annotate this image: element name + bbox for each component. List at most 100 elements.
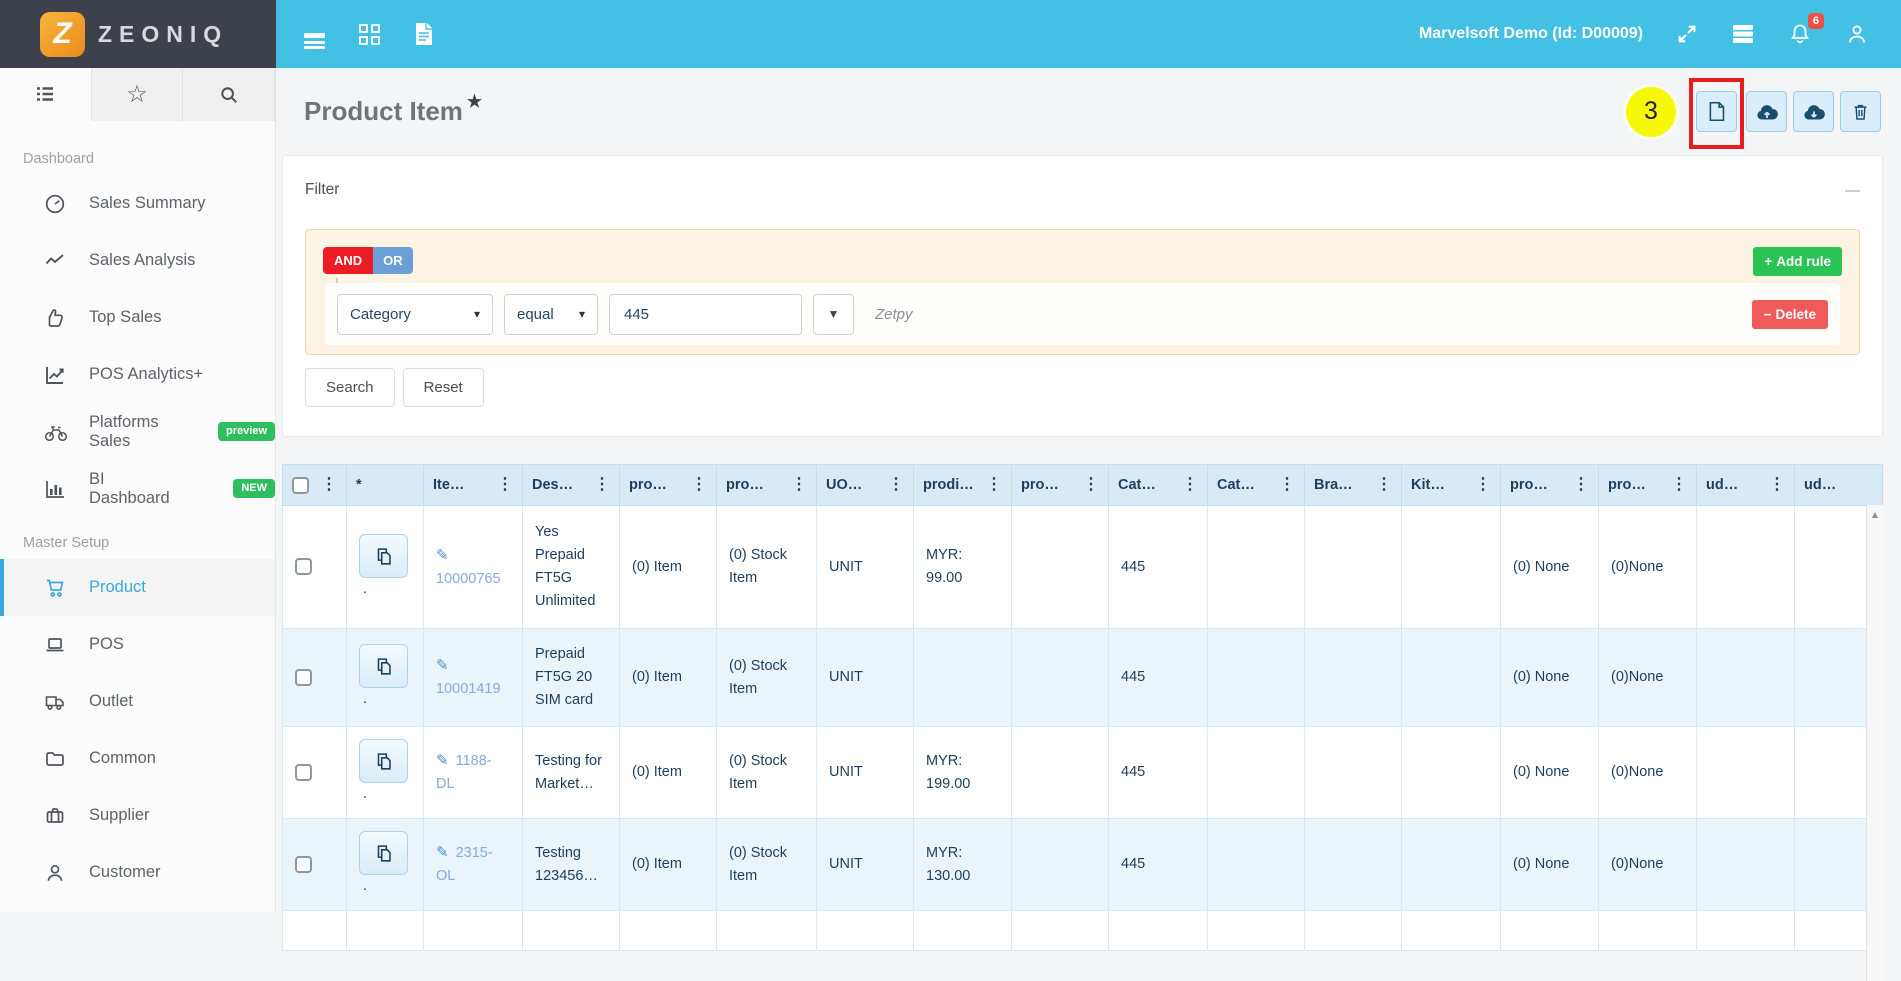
sidebar-item-sales-summary[interactable]: Sales Summary <box>0 175 275 232</box>
bicycle-icon <box>43 420 68 444</box>
column-menu-icon[interactable]: ⋮ <box>1376 476 1392 493</box>
tab-favorites[interactable]: ☆ <box>92 68 184 121</box>
collapse-panel-icon[interactable]: — <box>1845 181 1860 199</box>
apps-menu-button[interactable] <box>359 23 380 45</box>
sidebar-item-label: POS <box>89 635 124 653</box>
column-header: Cat… <box>1217 477 1255 493</box>
column-menu-icon[interactable]: ⋮ <box>791 476 807 493</box>
row-checkbox[interactable] <box>295 855 312 873</box>
duplicate-item-button[interactable] <box>359 739 408 783</box>
folder-icon <box>43 747 68 771</box>
sidebar-item-label: Outlet <box>89 692 134 710</box>
workspace: ☆ Dashboard Sales Summary <box>0 68 1901 981</box>
column-menu-icon[interactable]: ⋮ <box>1279 476 1295 493</box>
rule-value-input[interactable] <box>609 293 802 335</box>
annotation-step-circle: 3 <box>1626 86 1676 137</box>
document-shortcut-button[interactable] <box>414 22 434 46</box>
trend-line-icon <box>43 249 68 273</box>
product-item-table: ⋮ * Ite… ⋮ Des… ⋮ pro… ⋮ pro… ⋮ UO… ⋮ prodi… ⋮… <box>282 464 1883 981</box>
column-menu-icon[interactable]: ⋮ <box>497 476 513 493</box>
value-dropdown-button[interactable]: ▼ <box>813 293 854 335</box>
item-code-link[interactable]: 2315-OL <box>436 845 493 884</box>
row-checkbox[interactable] <box>295 558 312 576</box>
column-menu-icon[interactable]: ⋮ <box>1769 476 1785 493</box>
edit-pencil-icon[interactable]: ✎ <box>436 752 449 769</box>
duplicate-item-button[interactable] <box>359 533 408 578</box>
select-all-checkbox[interactable] <box>292 476 309 494</box>
duplicate-item-button[interactable] <box>359 644 408 688</box>
export-button[interactable] <box>1793 91 1834 132</box>
user-menu-button[interactable] <box>1845 22 1869 46</box>
row-checkbox[interactable] <box>295 668 312 686</box>
column-menu-icon[interactable]: ⋮ <box>321 476 337 493</box>
item-code-link[interactable]: 10001419 <box>436 681 501 697</box>
column-menu-icon[interactable]: ⋮ <box>986 476 1002 493</box>
price-cell: MYR: 130.00 <box>913 818 1012 911</box>
row-checkbox[interactable] <box>295 763 312 781</box>
table-header-row: ⋮ * Ite… ⋮ Des… ⋮ pro… ⋮ pro… ⋮ UO… ⋮ prodi… ⋮… <box>282 464 1883 506</box>
sidebar-item-label: Customer <box>89 863 161 881</box>
notifications-button[interactable]: 6 <box>1788 13 1824 46</box>
sidebar-item-supplier[interactable]: Supplier <box>0 787 275 844</box>
cloud-upload-icon <box>1756 104 1778 119</box>
duplicate-item-button[interactable] <box>359 831 408 875</box>
briefcase-icon <box>43 804 68 828</box>
table-row: . ✎ 10000765 Yes Prepaid FT5G Unlimited … <box>282 505 1883 629</box>
trash-icon <box>1854 104 1867 120</box>
scroll-up-icon[interactable]: ▲ <box>1870 510 1880 521</box>
sidebar-item-outlet[interactable]: Outlet <box>0 673 275 730</box>
and-button[interactable]: AND <box>323 247 374 274</box>
item-code-link[interactable]: 10000765 <box>436 570 501 587</box>
favorite-star-icon[interactable]: ★ <box>466 92 483 111</box>
or-button[interactable]: OR <box>373 247 413 274</box>
column-menu-icon[interactable]: ⋮ <box>888 476 904 493</box>
notification-count-badge: 6 <box>1807 13 1824 30</box>
edit-pencil-icon[interactable]: ✎ <box>436 657 449 674</box>
person-icon <box>43 861 68 885</box>
delete-items-button[interactable] <box>1840 91 1881 132</box>
delete-rule-button[interactable]: − Delete <box>1751 299 1828 329</box>
sidebar-item-pos-analytics[interactable]: POS Analytics+ <box>0 346 275 403</box>
page-actions: 3 <box>1626 78 1881 149</box>
search-button[interactable]: Search <box>305 368 395 407</box>
column-menu-icon[interactable]: ⋮ <box>1083 476 1099 493</box>
tab-search[interactable] <box>183 68 276 121</box>
column-menu-icon[interactable]: ⋮ <box>1671 476 1687 493</box>
brand-logo[interactable]: Z ZEONIQ <box>0 0 276 68</box>
add-rule-button[interactable]: + Add rule <box>1753 247 1842 276</box>
sidebar-item-sales-analysis[interactable]: Sales Analysis <box>0 232 275 289</box>
column-menu-icon[interactable]: ⋮ <box>594 476 610 493</box>
fullscreen-button[interactable] <box>1676 23 1698 45</box>
column-menu-icon[interactable]: ⋮ <box>1475 476 1491 493</box>
table-row: . ✎ 10001419 Prepaid FT5G 20 SIM card (0… <box>282 628 1883 727</box>
sidebar-item-top-sales[interactable]: Top Sales <box>0 289 275 346</box>
main-content: Product Item ★ 3 <box>276 68 1901 981</box>
sidebar-item-platforms-sales[interactable]: Platforms Sales preview <box>0 403 275 460</box>
edit-pencil-icon[interactable]: ✎ <box>436 546 449 564</box>
tab-menu[interactable] <box>0 68 92 121</box>
none-cell: (0) None <box>1500 818 1599 911</box>
edit-pencil-icon[interactable]: ✎ <box>436 844 449 861</box>
sidebar-item-customer[interactable]: Customer <box>0 844 275 901</box>
new-item-button[interactable] <box>1696 91 1737 132</box>
sidebar-item-common[interactable]: Common <box>0 730 275 787</box>
grid-icon <box>359 23 380 45</box>
item-code-link[interactable]: 1188-DL <box>436 753 492 792</box>
rule-operator-select[interactable]: equal ▾ <box>504 293 598 335</box>
sidebar-item-product[interactable]: Product <box>0 559 275 616</box>
rule-field-select[interactable]: Category ▾ <box>337 293 493 335</box>
server-menu-button[interactable] <box>1731 23 1755 45</box>
sidebar-item-label: Common <box>89 749 156 767</box>
table-scrollbar[interactable]: ▲ <box>1866 505 1883 981</box>
zeoniq-logo-icon: Z <box>40 11 85 57</box>
reset-button[interactable]: Reset <box>402 368 484 407</box>
sidebar-item-pos[interactable]: POS <box>0 616 275 673</box>
category-cell: 445 <box>1108 726 1208 819</box>
column-menu-icon[interactable]: ⋮ <box>691 476 707 493</box>
new-document-icon <box>1709 101 1725 122</box>
sidebar-item-bi-dashboard[interactable]: BI Dashboard true NEW <box>0 460 275 517</box>
column-menu-icon[interactable]: ⋮ <box>1573 476 1589 493</box>
column-menu-icon[interactable]: ⋮ <box>1182 476 1198 493</box>
import-button[interactable] <box>1746 91 1787 132</box>
sidebar-toggle-button[interactable] <box>304 30 325 49</box>
